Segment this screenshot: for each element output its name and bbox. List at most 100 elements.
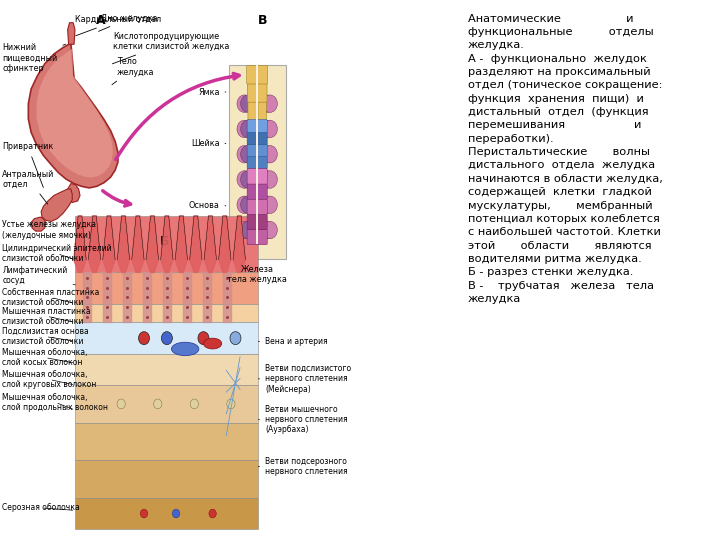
Polygon shape: [200, 272, 214, 322]
Text: Мышечная оболочка,
слой круговых волокон: Мышечная оболочка, слой круговых волокон: [2, 370, 96, 389]
Polygon shape: [100, 272, 114, 322]
Circle shape: [259, 221, 274, 239]
FancyBboxPatch shape: [257, 199, 267, 214]
Polygon shape: [120, 272, 134, 322]
Polygon shape: [180, 272, 194, 322]
Circle shape: [198, 332, 209, 345]
Text: Лимфатический
сосуд: Лимфатический сосуд: [2, 266, 76, 285]
FancyBboxPatch shape: [257, 84, 267, 102]
Circle shape: [240, 120, 256, 138]
FancyBboxPatch shape: [247, 184, 257, 199]
FancyBboxPatch shape: [257, 229, 267, 245]
Text: Подслизистая основа
слизистой оболочки: Подслизистая основа слизистой оболочки: [2, 327, 89, 346]
Polygon shape: [146, 216, 158, 272]
Text: Мышечная пластинка
слизистой оболочки: Мышечная пластинка слизистой оболочки: [2, 307, 91, 326]
FancyBboxPatch shape: [258, 102, 266, 120]
Circle shape: [237, 95, 252, 112]
FancyBboxPatch shape: [247, 214, 257, 230]
Circle shape: [237, 171, 252, 188]
Polygon shape: [74, 216, 86, 272]
FancyBboxPatch shape: [76, 385, 258, 423]
Circle shape: [263, 145, 277, 163]
Polygon shape: [68, 23, 75, 44]
Polygon shape: [28, 43, 118, 188]
FancyBboxPatch shape: [76, 272, 258, 303]
Circle shape: [259, 120, 274, 138]
Text: Привратник: Привратник: [2, 143, 53, 187]
Circle shape: [190, 399, 199, 409]
Polygon shape: [219, 216, 231, 272]
Circle shape: [153, 399, 162, 409]
Text: Тело
желудка: Тело желудка: [112, 57, 154, 85]
Text: Дно желудка: Дно желудка: [99, 14, 158, 31]
Text: Мышечная оболочка,
слой продольных волокон: Мышечная оболочка, слой продольных волок…: [2, 393, 108, 412]
Circle shape: [172, 509, 180, 518]
FancyBboxPatch shape: [247, 65, 258, 84]
Polygon shape: [41, 189, 72, 221]
FancyBboxPatch shape: [76, 354, 258, 385]
FancyBboxPatch shape: [248, 84, 257, 102]
Polygon shape: [175, 216, 187, 272]
Ellipse shape: [171, 342, 199, 356]
Polygon shape: [132, 216, 144, 272]
Text: Собственная пластинка
слизистой оболочки: Собственная пластинка слизистой оболочки: [2, 288, 99, 307]
Polygon shape: [80, 272, 94, 322]
FancyBboxPatch shape: [247, 119, 257, 132]
Polygon shape: [220, 272, 234, 322]
Text: Основа: Основа: [189, 201, 226, 210]
Text: Нижний
пищеводный
сфинктер: Нижний пищеводный сфинктер: [2, 43, 66, 73]
Text: Ветви подслизистого
нервного сплетения
(Мейснера): Ветви подслизистого нервного сплетения (…: [258, 364, 351, 394]
Text: Ветви подсерозного
нервного сплетения: Ветви подсерозного нервного сплетения: [258, 457, 348, 476]
Text: Мышечная оболочка,
слой косых волокон: Мышечная оболочка, слой косых волокон: [2, 348, 88, 367]
FancyBboxPatch shape: [247, 132, 257, 145]
FancyBboxPatch shape: [247, 229, 257, 245]
FancyBboxPatch shape: [257, 214, 267, 230]
Polygon shape: [160, 272, 174, 322]
FancyBboxPatch shape: [76, 216, 258, 272]
Circle shape: [263, 196, 277, 213]
FancyBboxPatch shape: [256, 65, 258, 244]
Text: Кардиальный отдел: Кардиальный отдел: [76, 15, 161, 36]
Circle shape: [240, 196, 256, 213]
Text: Железа
тела желудка: Железа тела желудка: [228, 265, 287, 284]
FancyBboxPatch shape: [76, 423, 258, 460]
Polygon shape: [233, 216, 246, 272]
Text: Анатомические                  и
функциональные          отделы
желудка.
А -  фу: Анатомические и функциональные отделы же…: [468, 14, 662, 304]
Text: А: А: [96, 14, 105, 26]
Circle shape: [263, 95, 277, 112]
Text: Серозная оболочка: Серозная оболочка: [2, 503, 80, 512]
FancyBboxPatch shape: [76, 322, 258, 354]
Circle shape: [117, 399, 125, 409]
FancyBboxPatch shape: [76, 460, 258, 498]
Polygon shape: [66, 184, 80, 202]
Circle shape: [240, 95, 256, 112]
FancyBboxPatch shape: [257, 132, 267, 145]
FancyBboxPatch shape: [76, 498, 258, 529]
Polygon shape: [161, 216, 173, 272]
FancyBboxPatch shape: [257, 184, 267, 199]
Ellipse shape: [204, 338, 222, 349]
Text: Цилиндрический эпителий
слизистой оболочки: Цилиндрический эпителий слизистой оболоч…: [2, 244, 112, 264]
Circle shape: [237, 196, 252, 213]
Text: Б: Б: [160, 235, 169, 248]
Polygon shape: [204, 216, 217, 272]
Text: Устье железы желудка
(желудочные ямочки): Устье железы желудка (желудочные ямочки): [2, 220, 96, 244]
Circle shape: [209, 509, 216, 518]
FancyBboxPatch shape: [248, 102, 256, 120]
Polygon shape: [37, 49, 113, 178]
FancyBboxPatch shape: [229, 65, 286, 259]
FancyBboxPatch shape: [257, 168, 267, 184]
FancyBboxPatch shape: [247, 144, 257, 157]
Polygon shape: [89, 216, 101, 272]
Circle shape: [230, 332, 241, 345]
Polygon shape: [117, 216, 130, 272]
FancyBboxPatch shape: [247, 168, 257, 184]
Text: Ямка: Ямка: [198, 87, 226, 97]
Text: Антральный
отдел: Антральный отдел: [2, 170, 55, 204]
Text: Ветви мышечного
нервного сплетения
(Ауэрбаха): Ветви мышечного нервного сплетения (Ауэр…: [258, 404, 348, 435]
Polygon shape: [140, 272, 154, 322]
Circle shape: [259, 171, 274, 188]
FancyBboxPatch shape: [257, 119, 267, 132]
Circle shape: [161, 332, 172, 345]
FancyBboxPatch shape: [247, 156, 257, 169]
